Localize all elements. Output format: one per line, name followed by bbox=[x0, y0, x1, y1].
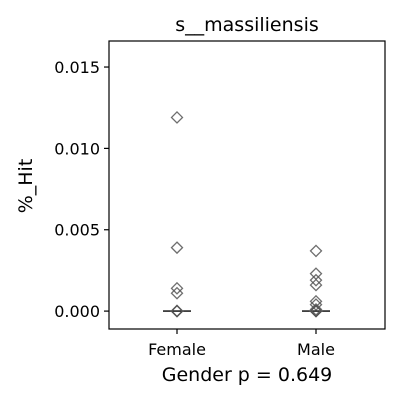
data-point bbox=[170, 286, 184, 300]
chart-title: s__massiliensis bbox=[175, 14, 319, 36]
x-tick-label: Female bbox=[148, 340, 206, 359]
x-axis-label: Gender p = 0.649 bbox=[162, 364, 333, 386]
data-point bbox=[309, 278, 323, 292]
data-point bbox=[170, 111, 184, 124]
y-axis: 0.000 0.005 0.010 0.015 bbox=[54, 58, 109, 321]
data-point bbox=[309, 303, 323, 316]
data-point bbox=[309, 298, 323, 312]
data-point bbox=[309, 267, 323, 281]
data-point bbox=[309, 294, 323, 308]
data-points bbox=[170, 111, 323, 318]
y-tick-label: 0.010 bbox=[54, 139, 100, 158]
data-point bbox=[170, 241, 184, 255]
x-axis: Female Male bbox=[148, 329, 335, 359]
y-tick-label: 0.000 bbox=[54, 302, 100, 321]
y-tick-label: 0.005 bbox=[54, 221, 100, 240]
plot-frame bbox=[108, 40, 386, 330]
data-point bbox=[170, 281, 184, 295]
data-point bbox=[170, 304, 184, 318]
data-point bbox=[309, 304, 323, 318]
data-point bbox=[309, 244, 323, 258]
y-axis-label: %_Hit bbox=[15, 159, 37, 214]
x-tick-label: Male bbox=[297, 340, 335, 359]
y-tick-label: 0.015 bbox=[54, 58, 100, 77]
data-point bbox=[309, 273, 323, 287]
